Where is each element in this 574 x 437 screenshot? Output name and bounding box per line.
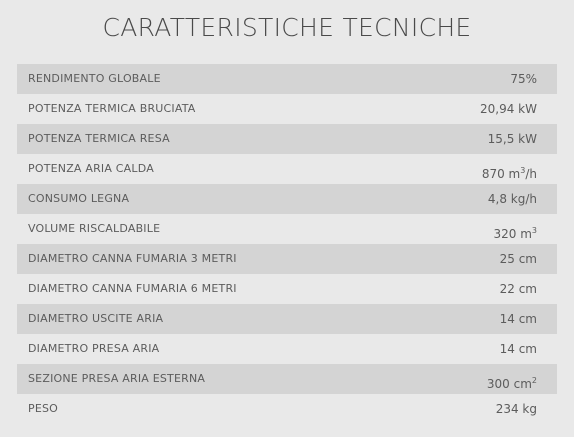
spec-value: 870 m3/h [481, 166, 537, 182]
spec-value: 75% [510, 72, 537, 86]
spec-label: DIAMETRO PRESA ARIA [28, 342, 160, 355]
table-row: CONSUMO LEGNA 4,8 kg/h [17, 184, 557, 214]
table-row: DIAMETRO CANNA FUMARIA 6 METRI 22 cm [17, 274, 557, 304]
spec-value: 14 cm [499, 342, 537, 356]
spec-value: 25 cm [499, 252, 537, 266]
table-row: VOLUME RISCALDABILE 320 m3 [17, 214, 557, 244]
spec-label: CONSUMO LEGNA [28, 192, 130, 205]
spec-value-superscript: 3 [531, 226, 537, 235]
spec-value-superscript: 2 [531, 376, 537, 385]
table-row: PESO 234 kg [17, 394, 557, 424]
spec-label: DIAMETRO CANNA FUMARIA 6 METRI [28, 282, 237, 295]
spec-label: PESO [28, 402, 59, 415]
table-row: DIAMETRO CANNA FUMARIA 3 METRI 25 cm [17, 244, 557, 274]
spec-label: POTENZA TERMICA BRUCIATA [28, 102, 196, 115]
table-row: POTENZA TERMICA RESA 15,5 kW [17, 124, 557, 154]
spec-value: 14 cm [499, 312, 537, 326]
specs-table: RENDIMENTO GLOBALE 75% POTENZA TERMICA B… [17, 64, 557, 424]
table-row: DIAMETRO USCITE ARIA 14 cm [17, 304, 557, 334]
spec-value: 234 kg [495, 402, 537, 416]
table-row: DIAMETRO PRESA ARIA 14 cm [17, 334, 557, 364]
table-row: POTENZA ARIA CALDA 870 m3/h [17, 154, 557, 184]
spec-label: POTENZA ARIA CALDA [28, 162, 154, 175]
spec-value: 15,5 kW [487, 132, 537, 146]
spec-value: 22 cm [499, 282, 537, 296]
spec-value: 320 m3 [493, 226, 537, 242]
spec-label: VOLUME RISCALDABILE [28, 222, 161, 235]
spec-label: RENDIMENTO GLOBALE [28, 72, 161, 85]
table-row: POTENZA TERMICA BRUCIATA 20,94 kW [17, 94, 557, 124]
page-title: CARATTERISTICHE TECNICHE [102, 13, 472, 42]
spec-label: SEZIONE PRESA ARIA ESTERNA [28, 372, 206, 385]
spec-value-superscript: 3 [520, 166, 526, 175]
spec-label: POTENZA TERMICA RESA [28, 132, 170, 145]
table-row: SEZIONE PRESA ARIA ESTERNA 300 cm2 [17, 364, 557, 394]
spec-label: DIAMETRO USCITE ARIA [28, 312, 164, 325]
spec-value: 20,94 kW [480, 102, 537, 116]
spec-value: 300 cm2 [486, 376, 537, 392]
table-row: RENDIMENTO GLOBALE 75% [17, 64, 557, 94]
spec-value: 4,8 kg/h [487, 192, 537, 206]
spec-label: DIAMETRO CANNA FUMARIA 3 METRI [28, 252, 237, 265]
